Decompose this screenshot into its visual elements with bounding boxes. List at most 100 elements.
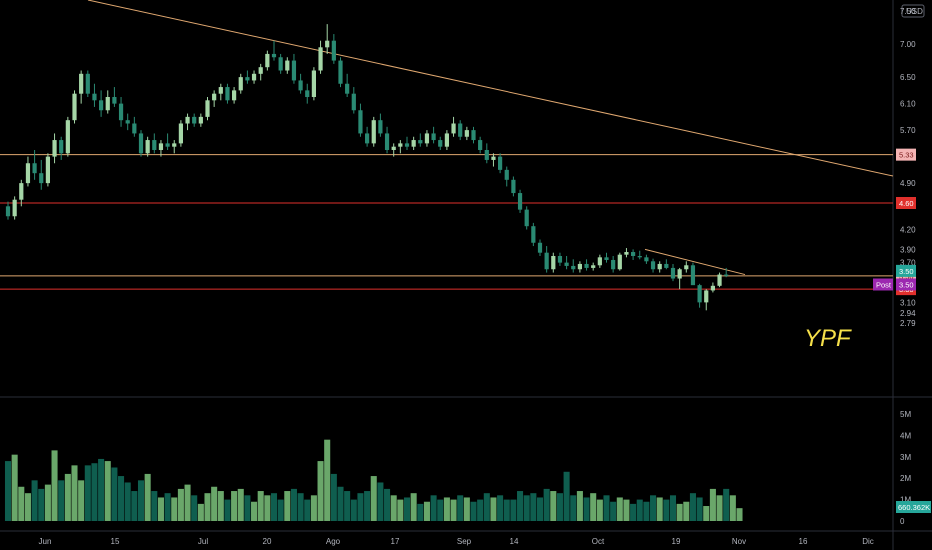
volume-bar xyxy=(24,493,31,521)
volume-bar xyxy=(164,493,171,521)
candle-body xyxy=(258,67,263,74)
candle-body xyxy=(631,252,636,256)
candle-body xyxy=(198,116,203,124)
volume-bar xyxy=(689,493,696,521)
volume-bar xyxy=(630,503,637,521)
price-tick-label: 6.10 xyxy=(900,100,916,109)
candle-body xyxy=(178,123,183,144)
candle-body xyxy=(72,93,77,121)
candle-body xyxy=(644,257,649,262)
candle-body xyxy=(265,53,270,68)
candle-body xyxy=(650,261,656,270)
candle-body xyxy=(684,265,689,270)
volume-bar xyxy=(716,495,723,521)
candle-body xyxy=(724,274,729,276)
volume-bar xyxy=(344,491,351,521)
post-prefix-label: Post xyxy=(876,280,892,289)
volume-bar xyxy=(131,491,138,521)
candle-body xyxy=(604,257,609,260)
candle-body xyxy=(345,83,350,94)
candle-body xyxy=(311,70,316,97)
volume-bar xyxy=(470,501,477,521)
candle-body xyxy=(564,262,569,266)
volume-bar xyxy=(324,439,331,521)
volume-bar xyxy=(530,493,537,521)
candle-body xyxy=(5,206,11,217)
candle-body xyxy=(245,77,250,81)
candle-body xyxy=(138,133,144,154)
volume-bar xyxy=(91,463,98,521)
candle-body xyxy=(471,130,476,141)
candle-body xyxy=(12,199,17,217)
candle-body xyxy=(351,93,356,111)
volume-bar xyxy=(590,493,597,521)
volume-bar xyxy=(44,484,51,521)
volume-bar xyxy=(583,497,590,521)
candle-body xyxy=(238,77,243,91)
candle-body xyxy=(504,169,509,180)
volume-bar xyxy=(191,495,198,521)
volume-bar xyxy=(151,491,158,521)
volume-bar xyxy=(377,482,384,521)
volume-bar xyxy=(217,491,224,521)
volume-bar xyxy=(663,499,670,521)
candle-body xyxy=(19,183,24,200)
candle-body xyxy=(444,133,449,147)
candle-body xyxy=(611,259,616,270)
candle-body xyxy=(697,285,702,303)
time-tick-label: Sep xyxy=(457,537,472,546)
volume-bar xyxy=(270,493,278,521)
candle-body xyxy=(85,73,90,94)
currency-box xyxy=(901,4,925,18)
candle-body xyxy=(185,116,190,124)
price-tick-label: 3.70 xyxy=(900,259,916,268)
time-tick-label: 15 xyxy=(111,537,120,546)
candle-body xyxy=(145,140,150,154)
candle-body xyxy=(404,143,410,147)
volume-bar xyxy=(317,461,324,521)
volume-bar xyxy=(211,486,218,521)
candle-body xyxy=(192,116,197,124)
candle-body xyxy=(251,73,257,81)
volume-bar xyxy=(443,497,450,521)
time-tick-label: 16 xyxy=(799,537,808,546)
candle-body xyxy=(172,143,177,147)
time-tick-label: Oct xyxy=(592,537,605,546)
candle-body xyxy=(132,123,137,134)
volume-bar xyxy=(38,488,45,521)
volume-bar xyxy=(603,495,610,521)
price-tick-label: 3.10 xyxy=(900,298,916,307)
candle-body xyxy=(158,143,164,150)
candle-body xyxy=(537,242,543,253)
volume-bar xyxy=(543,488,550,521)
volume-bar xyxy=(304,499,311,521)
volume-bar xyxy=(177,488,184,521)
volume-bar xyxy=(550,491,557,521)
candle-body xyxy=(65,120,70,154)
candle-body xyxy=(424,133,430,144)
time-tick-label: Dic xyxy=(862,537,874,546)
candle-body xyxy=(517,193,523,210)
price-tick-label: 4.20 xyxy=(900,226,916,235)
candle-body xyxy=(597,257,602,266)
candle-body xyxy=(305,90,310,97)
candle-body xyxy=(704,290,709,303)
volume-bar xyxy=(490,497,497,521)
price-tick-label: 3.90 xyxy=(900,245,916,254)
candle-body xyxy=(99,100,104,111)
candle-body xyxy=(152,140,157,150)
volume-bar xyxy=(71,465,78,521)
volume-bar xyxy=(703,506,710,521)
candle-body xyxy=(112,97,117,104)
price-tick-label: 2.79 xyxy=(900,319,916,328)
volume-bar xyxy=(330,473,337,521)
volume-bar xyxy=(277,499,284,521)
volume-bar xyxy=(610,501,617,521)
volume-bar xyxy=(497,495,504,521)
candle-body xyxy=(577,263,582,270)
candle-body xyxy=(531,226,536,243)
candle-body xyxy=(670,267,676,279)
volume-bar xyxy=(58,480,65,521)
volume-bar xyxy=(290,488,297,521)
